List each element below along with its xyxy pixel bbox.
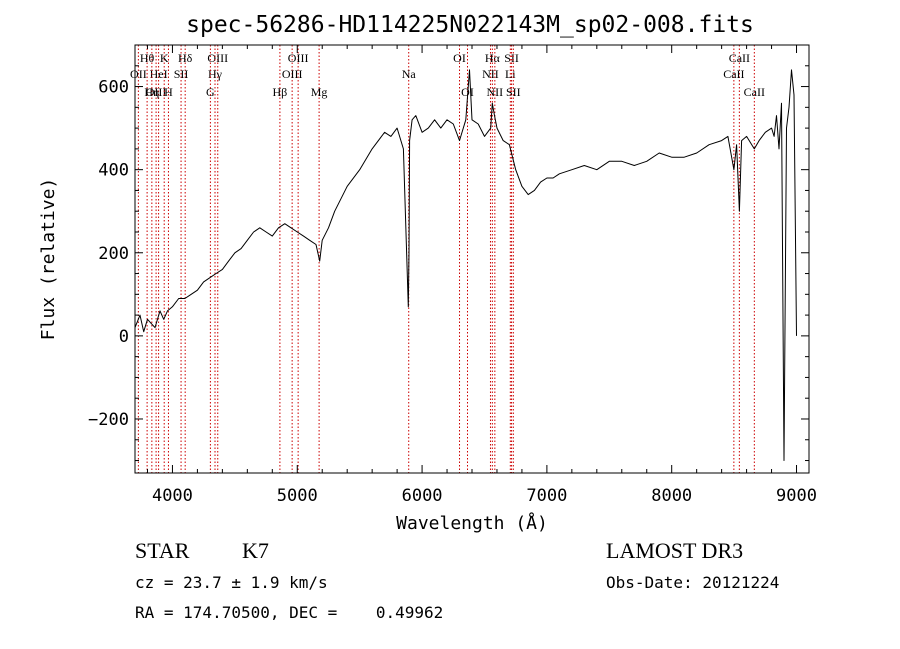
line-marker-label: OIII (288, 51, 309, 65)
line-marker-label: CaII (744, 85, 765, 99)
x-tick-label: 5000 (277, 486, 318, 506)
line-marker-label: Hη (144, 85, 159, 99)
coordinates-text: RA = 174.70500, DEC = 0.49962 (135, 603, 444, 622)
line-marker-label: Mg (311, 85, 328, 99)
x-tick-label: 9000 (776, 486, 817, 506)
y-tick-label: −200 (88, 410, 129, 430)
line-marker-label: Hβ (273, 85, 288, 99)
line-marker-label: NII (482, 67, 499, 81)
x-tick-label: 4000 (152, 486, 193, 506)
line-marker-label: Hγ (208, 67, 223, 81)
spectrum-chart: spec-56286-HD114225N022143M_sp02-008.fit… (38, 12, 817, 534)
line-marker-label: SII (174, 67, 189, 81)
x-axis: 4000 5000 6000 7000 8000 9000 (146, 45, 817, 506)
line-marker-label: SII (504, 51, 519, 65)
line-marker-label: CaII (723, 67, 744, 81)
line-marker-label: OIII (282, 67, 303, 81)
y-tick-label: 600 (98, 78, 129, 98)
x-tick-label: 6000 (402, 486, 443, 506)
survey-name: LAMOST DR3 (606, 538, 744, 563)
y-axis: −200 0 200 400 600 (88, 44, 809, 462)
line-marker-label: Hθ (140, 51, 155, 65)
line-marker-label: CaII (729, 51, 750, 65)
obs-date: Obs-Date: 20121224 (606, 573, 780, 592)
object-subclass: K7 (242, 538, 269, 563)
line-marker-label: NII (487, 85, 504, 99)
line-marker-label: Na (402, 67, 417, 81)
line-marker-label: G (206, 85, 215, 99)
y-tick-label: 0 (119, 327, 129, 347)
line-marker-label: OIII (207, 51, 228, 65)
redshift-text: cz = 23.7 ± 1.9 km/s (135, 573, 328, 592)
y-axis-label: Flux (relative) (38, 178, 59, 341)
line-marker-label: K (160, 51, 169, 65)
object-class: STAR (135, 538, 190, 563)
x-axis-label: Wavelength (Å) (396, 512, 548, 534)
line-marker-label: Hα (485, 51, 501, 65)
line-marker-label: H (164, 85, 173, 99)
line-marker-label: OIII (146, 85, 167, 99)
y-tick-label: 200 (98, 244, 129, 264)
line-marker-label: SII (506, 85, 521, 99)
line-marker-label: OII (130, 67, 147, 81)
y-tick-label: 400 (98, 161, 129, 181)
emission-line-markers: Hθ OII OIII K HeI Hη H Hδ SII OIII Hγ G Hβ OIII OIII Mg… (130, 45, 765, 473)
x-tick-label: 7000 (526, 486, 567, 506)
x-tick-label: 8000 (651, 486, 692, 506)
line-marker-label: Li (505, 67, 516, 81)
chart-title: spec-56286-HD114225N022143M_sp02-008.fit… (186, 12, 754, 38)
plot-frame (134, 44, 810, 474)
line-marker-label: Hδ (178, 51, 193, 65)
flux-series-line (134, 69, 797, 461)
line-marker-label: HeI (150, 67, 168, 81)
line-marker-label: OI (453, 51, 466, 65)
